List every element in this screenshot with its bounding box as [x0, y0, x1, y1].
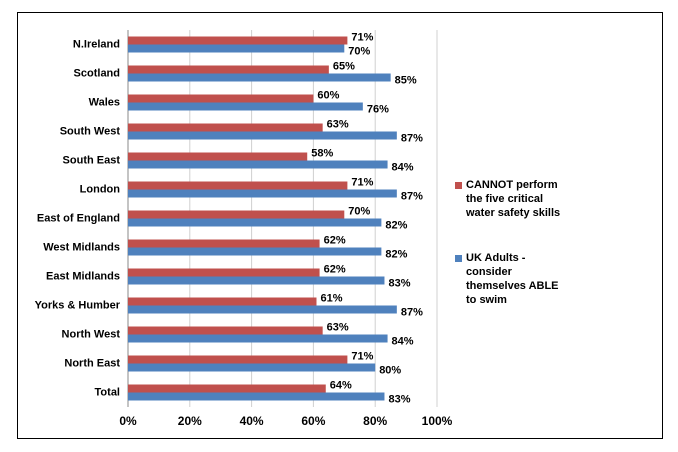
bar: [128, 160, 388, 169]
data-label: 60%: [317, 89, 339, 101]
data-label: 61%: [320, 292, 342, 304]
x-tick-label: 100%: [422, 414, 453, 428]
bar: [128, 131, 397, 140]
data-label: 84%: [392, 335, 414, 347]
data-label: 65%: [333, 60, 355, 72]
x-tick-label: 40%: [240, 414, 264, 428]
bar: [128, 334, 388, 343]
frame: [17, 12, 663, 439]
data-label: 70%: [348, 205, 370, 217]
bar: [128, 247, 382, 256]
bar: [128, 102, 363, 111]
bar: [128, 218, 382, 227]
data-label: 70%: [348, 45, 370, 57]
data-label: 58%: [311, 147, 333, 159]
y-tick-label: Wales: [89, 96, 120, 108]
bar: [128, 36, 348, 45]
data-label: 82%: [385, 248, 407, 260]
data-label: 71%: [351, 176, 373, 188]
data-label: 62%: [324, 263, 346, 275]
data-label: 87%: [401, 190, 423, 202]
y-tick-label: N.Ireland: [73, 38, 120, 50]
y-tick-label: East of England: [37, 212, 120, 224]
bar: [128, 276, 385, 285]
bar: [128, 363, 376, 372]
data-label: 63%: [327, 118, 349, 130]
y-tick-label: North West: [62, 328, 121, 340]
x-tick-label: 80%: [363, 414, 387, 428]
y-tick-label: East Midlands: [46, 270, 120, 282]
y-tick-label: Total: [95, 386, 120, 398]
bar: [128, 268, 320, 277]
data-label: 84%: [392, 161, 414, 173]
bar: [128, 305, 397, 314]
legend-swatch: [455, 182, 462, 189]
y-tick-label: South East: [63, 154, 121, 166]
bar: [128, 392, 385, 401]
data-label: 83%: [388, 277, 410, 289]
bar: [128, 65, 329, 74]
legend-label: CANNOT perform the five critical water s…: [466, 179, 561, 219]
legend-item: CANNOT perform the five critical water s…: [455, 178, 570, 220]
bar: [128, 384, 326, 393]
bar: [128, 94, 314, 103]
y-tick-label: North East: [64, 357, 120, 369]
bar: [128, 326, 323, 335]
data-label: 82%: [385, 219, 407, 231]
y-tick-label: West Midlands: [43, 241, 120, 253]
data-label: 63%: [327, 321, 349, 333]
bar: [128, 44, 345, 53]
x-tick-label: 20%: [178, 414, 202, 428]
data-label: 62%: [324, 234, 346, 246]
bar: [128, 73, 391, 82]
legend-item: UK Adults - consider themselves ABLE to …: [455, 251, 570, 307]
data-label: 87%: [401, 306, 423, 318]
y-tick-label: South West: [60, 125, 121, 137]
data-label: 71%: [351, 31, 373, 43]
data-label: 85%: [395, 74, 417, 86]
data-label: 71%: [351, 350, 373, 362]
legend-label: UK Adults - consider themselves ABLE to …: [466, 252, 559, 306]
legend-swatch: [455, 255, 462, 262]
x-tick-label: 60%: [301, 414, 325, 428]
data-label: 76%: [367, 103, 389, 115]
bar: [128, 210, 345, 219]
y-tick-label: Yorks & Humber: [35, 299, 121, 311]
y-tick-label: Scotland: [74, 67, 120, 79]
bar: [128, 152, 308, 161]
data-label: 64%: [330, 379, 352, 391]
data-label: 80%: [379, 364, 401, 376]
bar: [128, 239, 320, 248]
data-label: 83%: [388, 393, 410, 405]
y-tick-label: London: [80, 183, 121, 195]
data-label: 87%: [401, 132, 423, 144]
x-tick-label: 0%: [119, 414, 137, 428]
bar: [128, 181, 348, 190]
bar: [128, 189, 397, 198]
bar: [128, 297, 317, 306]
bar: [128, 123, 323, 132]
bar: [128, 355, 348, 364]
